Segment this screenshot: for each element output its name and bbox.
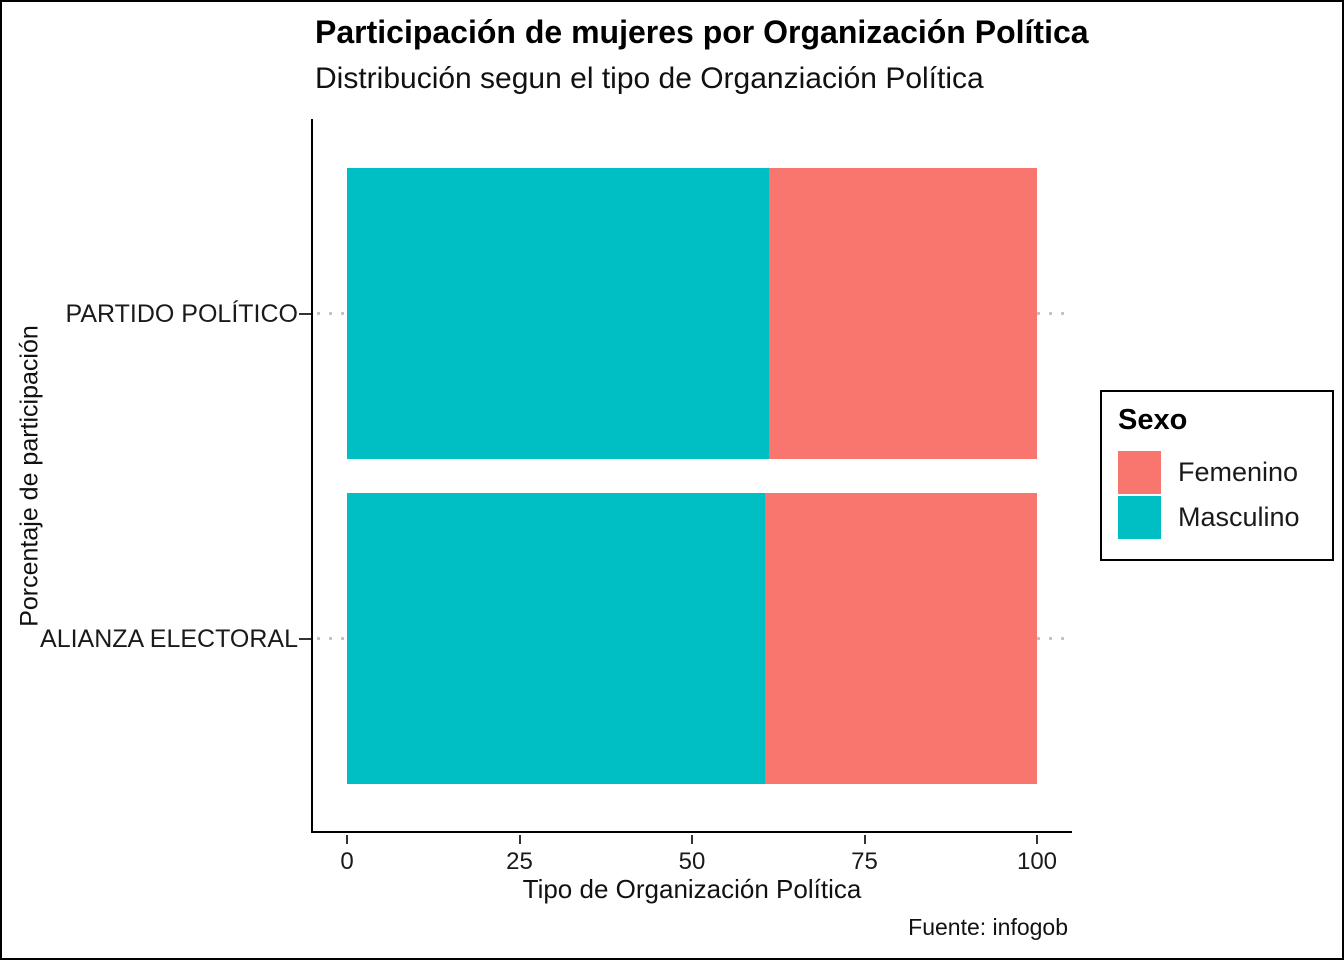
plot-panel <box>299 119 1072 833</box>
x-axis-tick <box>518 835 521 844</box>
legend-item: Femenino <box>1118 451 1320 494</box>
category-label: PARTIDO POLÍTICO <box>65 299 298 328</box>
legend-label: Femenino <box>1178 457 1299 487</box>
x-tick-label: 50 <box>678 848 706 875</box>
bar-segment-femenino <box>765 493 1037 784</box>
x-axis: 0 25 50 75 100 <box>340 833 1057 903</box>
bar-row <box>347 168 1037 459</box>
x-axis-tick <box>346 835 348 844</box>
bar-row <box>347 493 1037 784</box>
category-label: ALIANZA ELECTORAL <box>40 624 298 653</box>
y-axis-line <box>311 119 313 833</box>
legend-title: Sexo <box>1118 404 1188 436</box>
x-axis-tick <box>1036 835 1038 844</box>
x-tick-label: 100 <box>1016 848 1058 875</box>
x-tick-label: 75 <box>851 848 878 875</box>
x-axis-tick <box>863 835 866 844</box>
chart-title: Participación de mujeres por Organizació… <box>315 14 1089 50</box>
bar-area <box>347 119 1037 833</box>
legend-items: Femenino Masculino <box>1118 451 1320 539</box>
legend-item: Masculino <box>1118 496 1320 539</box>
x-axis-title: Tipo de Organización Política <box>522 874 862 904</box>
legend-swatch <box>1118 496 1161 539</box>
y-axis-title: Porcentaje de participación <box>15 325 44 627</box>
chart-subtitle: Distribución segun el tipo de Organziaci… <box>315 62 984 95</box>
legend-box: Sexo Femenino Masculino <box>1100 390 1334 561</box>
legend-swatch <box>1118 451 1161 494</box>
x-tick-label: 25 <box>506 848 533 875</box>
bar-segment-femenino <box>769 168 1037 459</box>
source-caption: Fuente: infogob <box>908 914 1068 940</box>
x-axis-tick <box>691 835 693 844</box>
x-tick-label: 0 <box>340 848 354 875</box>
bar-segment-masculino <box>347 168 770 459</box>
x-axis-line <box>311 831 1072 833</box>
y-axis-tick <box>299 637 311 640</box>
y-axis-tick <box>299 312 311 315</box>
bar-segment-masculino <box>347 493 766 784</box>
legend-label: Masculino <box>1178 502 1300 532</box>
